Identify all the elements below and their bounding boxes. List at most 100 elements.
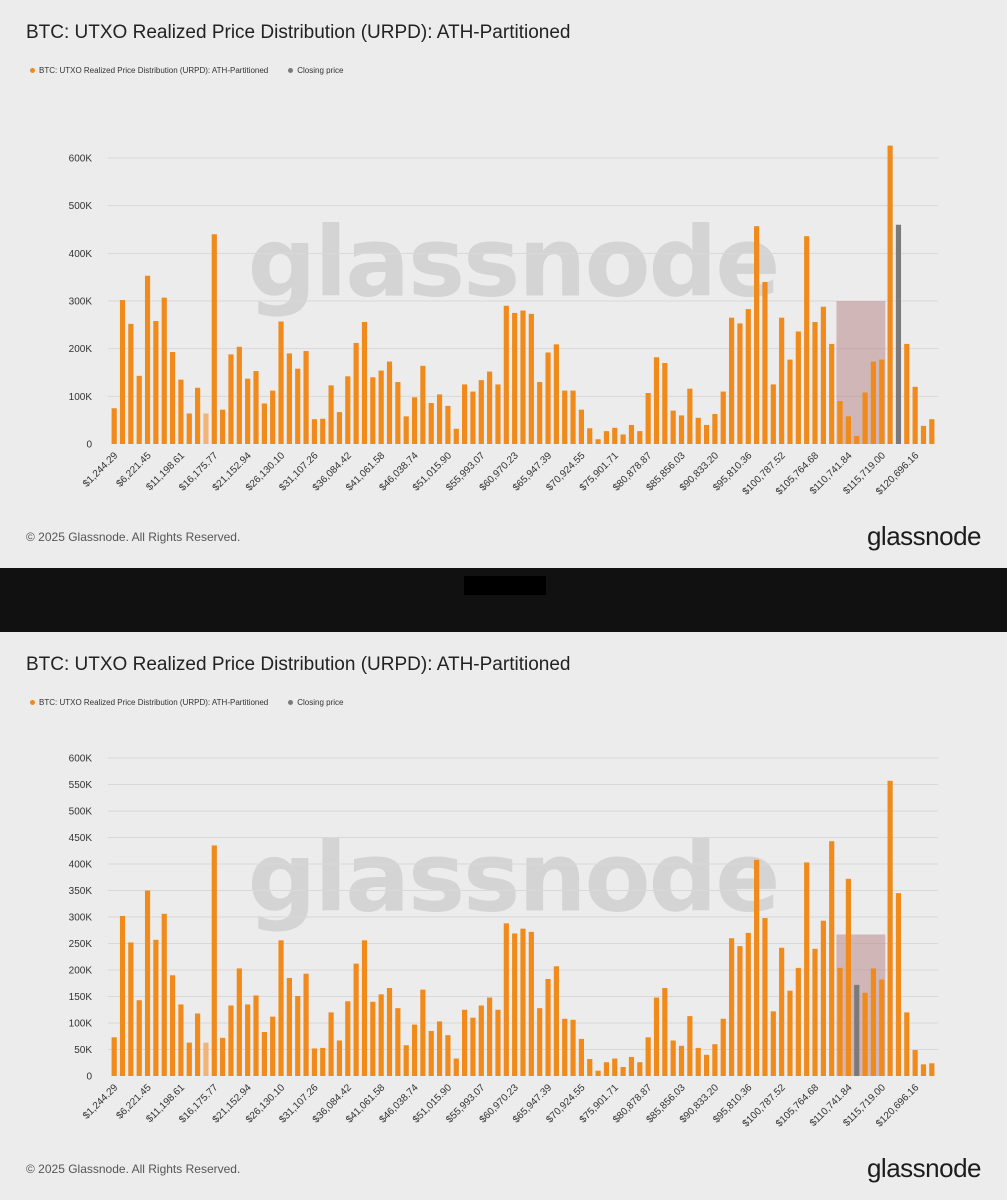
bar[interactable] — [278, 321, 284, 444]
bar[interactable] — [395, 382, 401, 444]
bar[interactable] — [211, 234, 217, 444]
bar[interactable] — [270, 390, 276, 444]
bar[interactable] — [912, 1050, 918, 1076]
bar[interactable] — [178, 379, 184, 444]
bar[interactable] — [612, 1058, 618, 1076]
bar[interactable] — [470, 1017, 476, 1076]
bar[interactable] — [161, 913, 167, 1076]
bar[interactable] — [720, 1018, 726, 1076]
bar[interactable] — [328, 385, 334, 444]
closing-price-bar[interactable] — [895, 224, 902, 444]
bar[interactable] — [128, 942, 134, 1076]
bar[interactable] — [570, 390, 576, 444]
bar[interactable] — [528, 931, 534, 1076]
bar[interactable] — [462, 384, 468, 444]
bar[interactable] — [804, 236, 810, 444]
bar[interactable] — [411, 397, 418, 444]
bar[interactable] — [795, 967, 801, 1076]
bar[interactable] — [495, 384, 501, 444]
bar[interactable] — [386, 361, 393, 444]
bar[interactable] — [553, 344, 559, 444]
bar[interactable] — [703, 424, 710, 444]
bar[interactable] — [737, 946, 743, 1076]
bar[interactable] — [512, 312, 518, 444]
bar[interactable] — [403, 1045, 409, 1076]
bar[interactable] — [128, 323, 134, 444]
legend-item-closing-price[interactable]: Closing price — [288, 66, 344, 75]
bar[interactable] — [361, 940, 368, 1076]
bar[interactable] — [587, 1059, 593, 1076]
bar[interactable] — [812, 321, 818, 444]
bar[interactable] — [153, 939, 159, 1076]
bar[interactable] — [203, 413, 209, 444]
bar[interactable] — [578, 409, 584, 444]
bar[interactable] — [512, 933, 518, 1076]
bar[interactable] — [845, 416, 851, 444]
bar[interactable] — [436, 1021, 443, 1076]
bar[interactable] — [261, 403, 267, 444]
bar[interactable] — [462, 1009, 468, 1076]
closing-price-bar[interactable] — [854, 984, 860, 1076]
bar[interactable] — [328, 1012, 334, 1076]
bar[interactable] — [161, 297, 167, 444]
bar[interactable] — [745, 932, 751, 1076]
bar[interactable] — [728, 938, 735, 1076]
bar[interactable] — [687, 1016, 693, 1076]
bar[interactable] — [261, 1032, 267, 1076]
bar[interactable] — [278, 940, 284, 1076]
bar[interactable] — [570, 1019, 576, 1076]
bar[interactable] — [361, 321, 368, 444]
bar[interactable] — [370, 377, 376, 444]
bar[interactable] — [645, 392, 651, 444]
bar[interactable] — [119, 915, 126, 1076]
bar[interactable] — [169, 975, 176, 1076]
bar[interactable] — [336, 1040, 343, 1076]
bar[interactable] — [428, 403, 434, 444]
bar[interactable] — [453, 428, 459, 444]
bar[interactable] — [578, 1038, 584, 1076]
bar[interactable] — [220, 409, 226, 444]
bar[interactable] — [870, 361, 877, 444]
bar[interactable] — [612, 427, 618, 444]
bar[interactable] — [703, 1054, 710, 1076]
bar[interactable] — [245, 378, 251, 444]
bar[interactable] — [111, 1037, 117, 1076]
bar[interactable] — [353, 963, 359, 1076]
legend-item-urpd[interactable]: BTC: UTXO Realized Price Distribution (U… — [30, 698, 268, 707]
bar[interactable] — [620, 1066, 626, 1076]
bar[interactable] — [220, 1037, 226, 1076]
bar[interactable] — [637, 431, 643, 444]
bar[interactable] — [420, 365, 426, 444]
bar[interactable] — [862, 392, 868, 444]
bar[interactable] — [712, 1044, 718, 1076]
bar[interactable] — [670, 1040, 676, 1076]
bar[interactable] — [453, 1058, 459, 1076]
bar[interactable] — [311, 419, 318, 444]
bar[interactable] — [762, 918, 768, 1076]
bar[interactable] — [195, 1013, 201, 1076]
bar[interactable] — [286, 977, 292, 1076]
bar[interactable] — [795, 331, 801, 444]
bar[interactable] — [779, 947, 785, 1076]
bar[interactable] — [728, 317, 735, 444]
bar[interactable] — [695, 417, 701, 444]
bar[interactable] — [553, 966, 559, 1076]
bar[interactable] — [595, 1070, 601, 1076]
bar[interactable] — [929, 1063, 935, 1076]
bar[interactable] — [186, 413, 192, 444]
bar[interactable] — [345, 376, 351, 444]
bar[interactable] — [562, 390, 568, 444]
bar[interactable] — [245, 1004, 251, 1076]
bar[interactable] — [136, 375, 142, 444]
bar[interactable] — [587, 428, 593, 444]
bar[interactable] — [879, 359, 885, 444]
bar[interactable] — [428, 1030, 434, 1076]
bar[interactable] — [695, 1047, 701, 1076]
bar[interactable] — [887, 145, 893, 444]
bar[interactable] — [620, 434, 626, 444]
bar[interactable] — [645, 1037, 651, 1076]
bar[interactable] — [503, 923, 509, 1076]
bar[interactable] — [111, 408, 117, 444]
bar[interactable] — [687, 388, 693, 444]
bar[interactable] — [144, 890, 151, 1077]
